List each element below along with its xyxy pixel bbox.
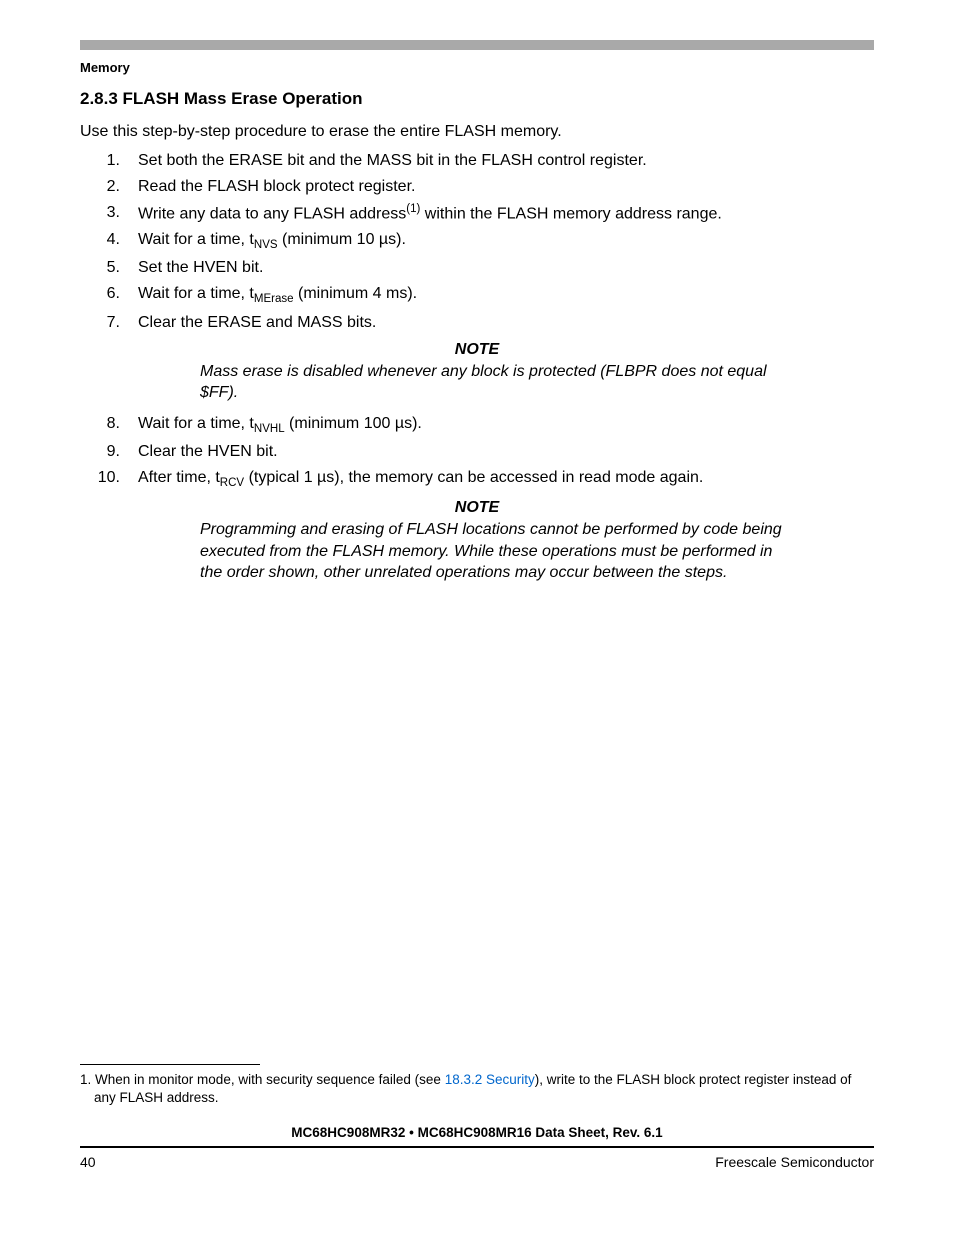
list-item: 3. Write any data to any FLASH address(1… — [80, 201, 874, 226]
footnote-link[interactable]: 18.3.2 Security — [445, 1072, 535, 1087]
step-text: Wait for a time, tMErase (minimum 4 ms). — [138, 282, 874, 308]
footnote: 1. When in monitor mode, with security s… — [80, 1071, 874, 1107]
step-text-post: (minimum 10 µs). — [278, 231, 406, 248]
note-heading: NOTE — [80, 341, 874, 359]
footnote-marker: 1. — [80, 1072, 91, 1087]
header-bar — [80, 40, 874, 50]
step-number: 4. — [80, 228, 138, 254]
step-number: 10. — [80, 466, 138, 492]
list-item: 7. Clear the ERASE and MASS bits. — [80, 311, 874, 335]
footer-rule — [80, 1146, 874, 1148]
step-text: Set the HVEN bit. — [138, 256, 874, 280]
list-item: 1. Set both the ERASE bit and the MASS b… — [80, 149, 874, 173]
list-item: 2. Read the FLASH block protect register… — [80, 175, 874, 199]
intro-paragraph: Use this step-by-step procedure to erase… — [80, 121, 874, 143]
step-text-post: (typical 1 µs), the memory can be access… — [244, 469, 703, 486]
note-body: Programming and erasing of FLASH locatio… — [200, 519, 794, 584]
step-text-pre: Write any data to any FLASH address — [138, 205, 406, 222]
list-item: 6. Wait for a time, tMErase (minimum 4 m… — [80, 282, 874, 308]
step-number: 3. — [80, 201, 138, 226]
section-heading: 2.8.3 FLASH Mass Erase Operation — [80, 89, 874, 109]
step-number: 7. — [80, 311, 138, 335]
steps-list-b: 8. Wait for a time, tNVHL (minimum 100 µ… — [80, 412, 874, 493]
footnote-text-pre: When in monitor mode, with security sequ… — [91, 1072, 444, 1087]
subscript: RCV — [220, 478, 244, 490]
steps-list-a: 1. Set both the ERASE bit and the MASS b… — [80, 149, 874, 335]
step-number: 8. — [80, 412, 138, 438]
company-name: Freescale Semiconductor — [715, 1154, 874, 1170]
note-heading: NOTE — [80, 499, 874, 517]
step-text-pre: Wait for a time, t — [138, 231, 254, 248]
step-text: Set both the ERASE bit and the MASS bit … — [138, 149, 874, 173]
list-item: 4. Wait for a time, tNVS (minimum 10 µs)… — [80, 228, 874, 254]
list-item: 10. After time, tRCV (typical 1 µs), the… — [80, 466, 874, 492]
step-text: Wait for a time, tNVS (minimum 10 µs). — [138, 228, 874, 254]
step-number: 2. — [80, 175, 138, 199]
subscript: NVS — [254, 239, 278, 251]
step-text: Clear the HVEN bit. — [138, 440, 874, 464]
footer-row: 40 Freescale Semiconductor — [80, 1154, 874, 1170]
list-item: 9. Clear the HVEN bit. — [80, 440, 874, 464]
step-text-pre: Wait for a time, t — [138, 285, 254, 302]
step-text: Clear the ERASE and MASS bits. — [138, 311, 874, 335]
subscript: MErase — [254, 294, 294, 306]
running-head: Memory — [80, 60, 874, 75]
step-text-post: within the FLASH memory address range. — [420, 205, 721, 222]
step-number: 6. — [80, 282, 138, 308]
list-item: 8. Wait for a time, tNVHL (minimum 100 µ… — [80, 412, 874, 438]
note-body: Mass erase is disabled whenever any bloc… — [200, 361, 794, 404]
step-text: Wait for a time, tNVHL (minimum 100 µs). — [138, 412, 874, 438]
footnote-rule — [80, 1064, 260, 1065]
footer-doc-title: MC68HC908MR32 • MC68HC908MR16 Data Sheet… — [80, 1125, 874, 1140]
step-text-pre: Wait for a time, t — [138, 415, 254, 432]
step-number: 5. — [80, 256, 138, 280]
footnote-ref: (1) — [406, 203, 420, 215]
step-text: Write any data to any FLASH address(1) w… — [138, 201, 874, 226]
list-item: 5. Set the HVEN bit. — [80, 256, 874, 280]
step-text: After time, tRCV (typical 1 µs), the mem… — [138, 466, 874, 492]
step-text-post: (minimum 4 ms). — [294, 285, 418, 302]
subscript: NVHL — [254, 423, 285, 435]
step-number: 1. — [80, 149, 138, 173]
step-text-post: (minimum 100 µs). — [285, 415, 422, 432]
step-number: 9. — [80, 440, 138, 464]
step-text: Read the FLASH block protect register. — [138, 175, 874, 199]
page-number: 40 — [80, 1154, 96, 1170]
step-text-pre: After time, t — [138, 469, 220, 486]
